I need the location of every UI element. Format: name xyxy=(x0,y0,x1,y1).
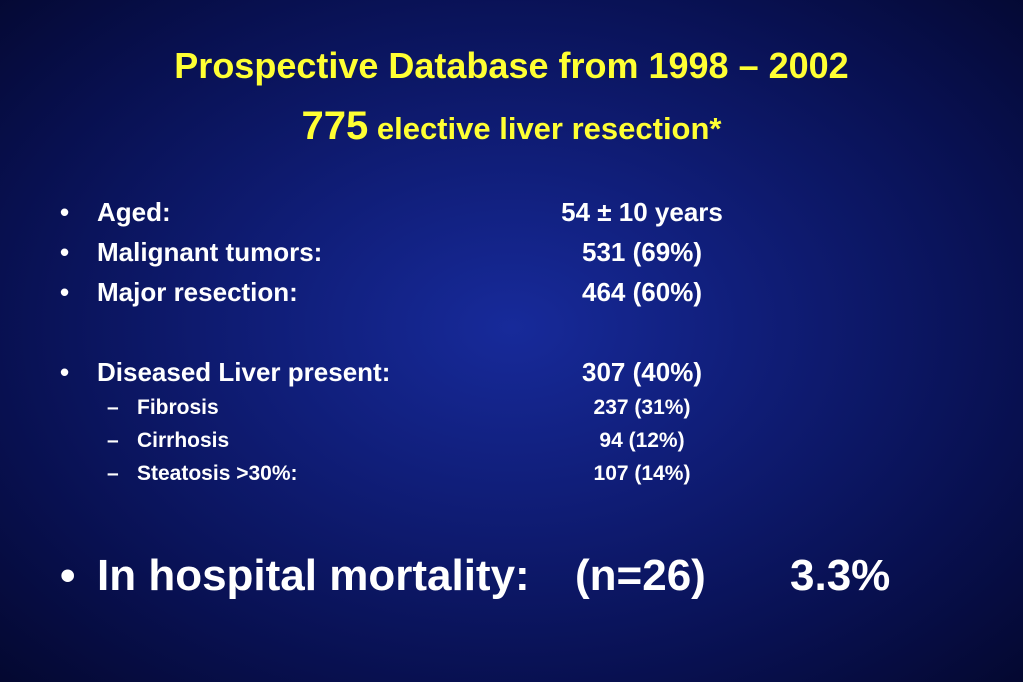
item-value: 307 (40%) xyxy=(582,357,702,387)
mortality-label: In hospital mortality: xyxy=(97,551,530,600)
mortality-rate: 3.3% xyxy=(790,551,891,600)
item-label: Major resection: xyxy=(97,277,298,307)
bullet-icon: • xyxy=(60,277,70,307)
dash-icon: – xyxy=(107,462,119,485)
mortality-count: (n=26) xyxy=(575,551,706,600)
resection-count: 775 xyxy=(301,104,369,148)
bullet-icon: • xyxy=(60,357,70,387)
slide-subtitle: 775 elective liver resection* xyxy=(0,102,1023,159)
item-label: Diseased Liver present: xyxy=(97,357,391,387)
item-label: Aged: xyxy=(97,197,171,227)
item-value: 464 (60%) xyxy=(582,277,702,307)
item-value: 531 (69%) xyxy=(582,237,702,267)
sub-item-label: Fibrosis xyxy=(137,396,219,419)
item-label: Malignant tumors: xyxy=(97,237,323,267)
sub-item-value: 237 (31%) xyxy=(593,396,691,419)
sub-item-value: 94 (12%) xyxy=(599,429,685,452)
bullet-icon: • xyxy=(60,237,70,267)
slide-title: Prospective Database from 1998 – 2002 xyxy=(174,45,849,86)
subtitle-text: elective liver resection* xyxy=(368,111,722,146)
sub-item-value: 107 (14%) xyxy=(593,462,691,485)
dash-icon: – xyxy=(107,429,119,452)
dash-icon: – xyxy=(107,396,119,419)
sub-item-label: Cirrhosis xyxy=(137,429,230,452)
bullet-icon: • xyxy=(60,551,76,600)
item-value: 54 ± 10 years xyxy=(561,197,723,227)
bullet-icon: • xyxy=(60,197,70,227)
sub-item-label: Steatosis >30%: xyxy=(137,462,298,485)
